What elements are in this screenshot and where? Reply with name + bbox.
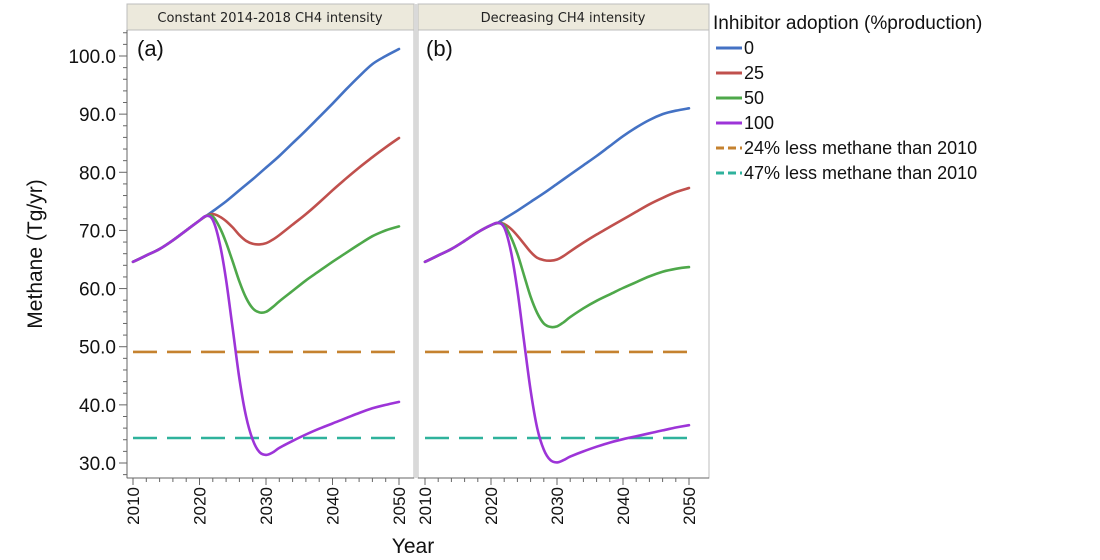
y-tick-label: 40.0: [79, 396, 116, 417]
legend-item-label: 24% less methane than 2010: [744, 138, 977, 158]
legend-title: Inhibitor adoption (%production): [713, 13, 982, 34]
y-tick-label: 60.0: [79, 280, 116, 301]
series-line-100: [423, 221, 691, 464]
panel-a-label: (a): [137, 36, 164, 61]
panel-b-plot-area: [417, 29, 710, 479]
y-axis-title: Methane (Tg/yr): [24, 179, 47, 328]
panel-a-title-strip: [126, 3, 415, 31]
series-line-100: [131, 214, 401, 457]
panel-a: Constant 2014-2018 CH4 intensity (a) 201…: [124, 3, 415, 525]
x-tick-label: 2020: [191, 487, 210, 525]
legend-item-label: 47% less methane than 2010: [744, 163, 977, 183]
panel-b: Decreasing CH4 intensity (b) 2010 2020 203…: [416, 3, 710, 525]
panel-a-title: Constant 2014-2018 CH4 intensity: [157, 11, 382, 26]
panel-a-series: [131, 47, 401, 457]
legend-item-label: 100: [744, 113, 774, 133]
x-tick-label: 2010: [416, 487, 435, 525]
panel-a-reference-lines: [133, 350, 399, 440]
x-tick-label: 2050: [390, 487, 409, 525]
legend-items: 0 25 50 100 24% less methane than 2010 47% le…: [716, 38, 977, 183]
y-tick-label: 50.0: [79, 338, 116, 359]
panel-b-series: [423, 107, 691, 464]
x-tick-label: 2040: [324, 487, 343, 525]
panel-a-x-axis: 2010 2020 2030 2040 2050: [124, 477, 414, 525]
y-tick-label: 90.0: [79, 105, 116, 126]
x-tick-label: 2020: [482, 487, 501, 525]
legend-item-label: 50: [744, 88, 764, 108]
panel-b-x-axis: 2010 2020 2030 2040 2050: [416, 477, 709, 525]
x-tick-label: 2040: [614, 487, 633, 525]
x-tick-label: 2030: [548, 487, 567, 525]
legend-item-label: 25: [744, 63, 764, 83]
panel-separator: [414, 4, 418, 478]
panel-b-title: Decreasing CH4 intensity: [481, 11, 646, 26]
y-tick-label: 30.0: [79, 454, 116, 475]
panel-a-plot-area: [126, 29, 415, 479]
panel-b-label: (b): [426, 36, 453, 61]
x-axis-title: Year: [392, 535, 434, 558]
y-tick-label: 100.0: [68, 47, 116, 68]
panel-b-reference-lines: [425, 350, 689, 440]
y-axis: 30.0 40.0 50.0 60.0 70.0 80.0 90.0 100.0: [68, 30, 128, 478]
x-tick-label: 2010: [124, 487, 143, 525]
legend: Inhibitor adoption (%production) 0 25 50 10…: [713, 13, 982, 183]
y-tick-label: 80.0: [79, 163, 116, 184]
x-tick-label: 2030: [257, 487, 276, 525]
legend-item-label: 0: [744, 38, 754, 58]
x-tick-label: 2050: [680, 487, 699, 525]
y-tick-label: 70.0: [79, 221, 116, 242]
